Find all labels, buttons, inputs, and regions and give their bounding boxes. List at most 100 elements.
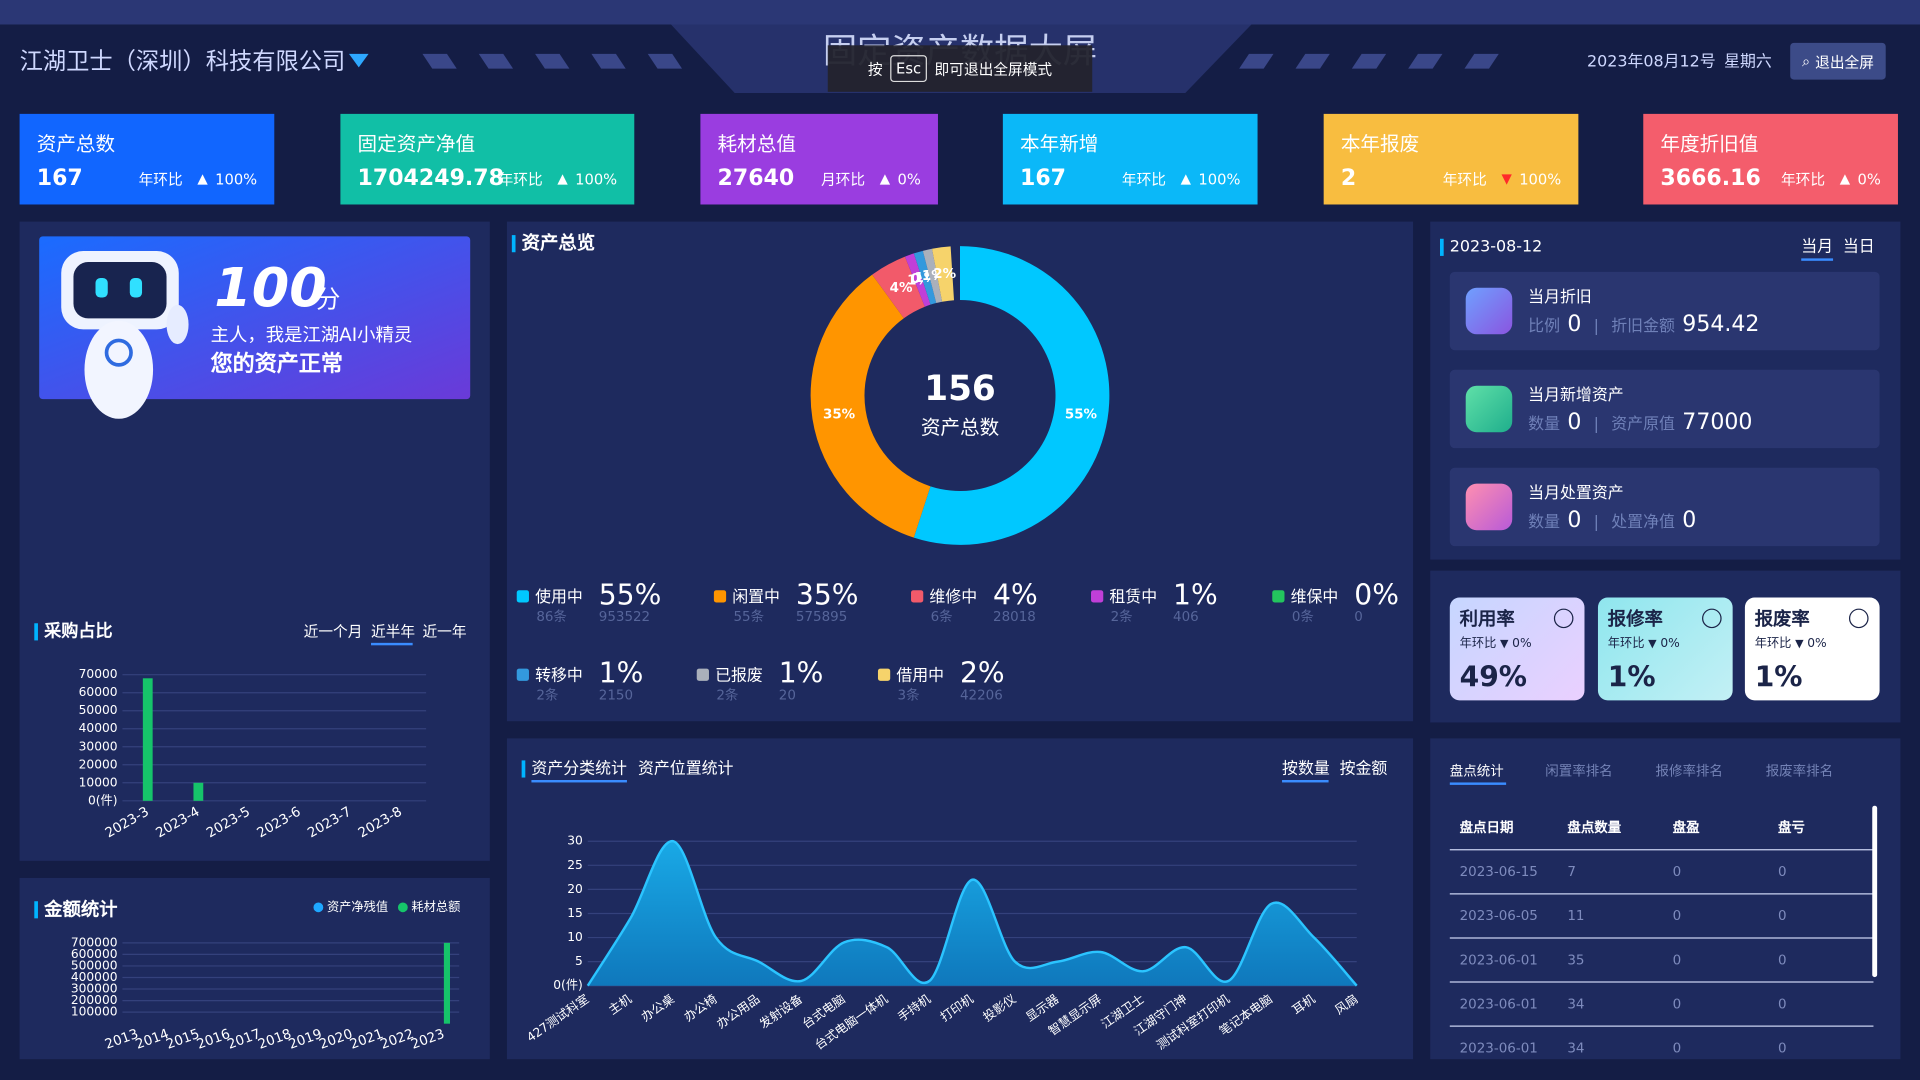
table-cell: 0 <box>1777 907 1787 924</box>
x-tick-label: 办公桌 <box>638 991 677 1024</box>
legend-amount: 2150 <box>599 689 633 704</box>
kpi-compare-label: 年环比 <box>1442 170 1487 188</box>
y-tick-label: 50000 <box>79 703 118 717</box>
rate-change: 0% <box>1512 637 1532 651</box>
donut-total: 156 <box>924 369 996 409</box>
legend-swatch <box>516 668 529 681</box>
legend-amount: 20 <box>779 689 796 704</box>
legend-percent: 1% <box>1173 578 1218 611</box>
legend-count: 6条 <box>931 608 953 625</box>
x-tick-label: 办公用品 <box>714 991 763 1031</box>
kpi-value: 27640 <box>717 165 795 192</box>
rate-value: 1% <box>1607 661 1656 694</box>
purchase-title: 采购占比 <box>44 622 113 642</box>
legend-name: 使用中 <box>535 587 583 606</box>
legend-count: 2条 <box>716 687 738 704</box>
y-tick-label: 200000 <box>71 993 118 1007</box>
purchase-tab: 近一个月 <box>303 623 363 641</box>
esc-post: 即可退出全屏模式 <box>934 60 1053 78</box>
deco <box>1239 53 1274 69</box>
kpi-value: 167 <box>36 165 83 192</box>
kpi-compare-label: 年环比 <box>1780 170 1826 188</box>
month-tab: 当日 <box>1842 238 1875 257</box>
kpi-compare: 年环比 ▼ 100% <box>1443 168 1562 189</box>
y-tick-label: 300000 <box>71 982 118 996</box>
category-tab: 资产位置统计 <box>637 759 734 779</box>
deco <box>647 53 683 69</box>
inventory-tab: 盘点统计 <box>1449 763 1504 780</box>
kpi-label: 本年报废 <box>1340 132 1420 156</box>
stat-icon <box>1465 287 1513 335</box>
kpi-card <box>1002 113 1258 205</box>
kpi-change: 100% <box>215 170 258 188</box>
kpi-label: 年度折旧值 <box>1660 132 1759 156</box>
overview-title: 资产总览 <box>521 232 596 255</box>
kpi-change: 100% <box>1198 170 1241 188</box>
x-tick-label: 打印机 <box>938 992 976 1025</box>
kpi-value: 1704249.78 <box>357 165 504 192</box>
kpi-card <box>1323 113 1579 205</box>
table-cell: 0 <box>1672 996 1682 1013</box>
table-cell: 2023-06-15 <box>1459 863 1538 880</box>
stat-value: 954.42 <box>1682 311 1760 338</box>
rate-change: 0% <box>1807 637 1827 651</box>
y-tick-label: 5 <box>575 954 583 968</box>
panel <box>506 221 1414 722</box>
robot-unit: 分 <box>315 284 341 314</box>
donut-total-label: 资产总数 <box>921 416 1000 439</box>
stat-value: 77000 <box>1682 409 1753 436</box>
robot-arm <box>166 304 189 345</box>
y-tick-label: 25 <box>567 858 583 872</box>
segment-label: 55% <box>1065 408 1098 423</box>
kpi-arrow: ▲ <box>557 170 568 187</box>
exit-label: 退出全屏 <box>1815 53 1874 71</box>
donut-segment <box>932 246 955 302</box>
table-cell: 0 <box>1672 1040 1682 1057</box>
rate-compare: 年环比 ▼ 0% <box>1755 632 1827 650</box>
stat-values: 数量 0 | 资产原值 77000 <box>1528 410 1752 436</box>
stat-values: 比例 0 | 折旧金额 954.42 <box>1528 312 1759 338</box>
stat-key: 处置净值 <box>1611 513 1675 533</box>
inventory-tab: 报废率排名 <box>1765 763 1834 780</box>
deco <box>1464 53 1499 69</box>
x-tick-label: 2023-5 <box>204 805 253 842</box>
kpi-card <box>1643 113 1898 205</box>
x-tick-label: 2023 <box>409 1027 446 1053</box>
legend-percent: 2% <box>960 657 1005 690</box>
rate-arrow: ▼ <box>1500 638 1509 651</box>
area-line <box>586 840 1358 987</box>
kpi-compare-label: 年环比 <box>498 170 543 188</box>
stat-value: 0 <box>1567 507 1582 534</box>
title-marker <box>521 760 526 778</box>
x-tick-label: 2023-6 <box>255 805 304 842</box>
title-marker <box>34 623 38 641</box>
segment-label: 2% <box>933 267 956 282</box>
table-header: 盘亏 <box>1777 819 1805 836</box>
x-tick-label: 2023-4 <box>154 805 203 842</box>
legend-amount: 575895 <box>796 610 847 625</box>
purchase-tab: 近半年 <box>371 623 416 641</box>
x-tick-label: 测试科室打印机 <box>1154 991 1233 1052</box>
y-tick-label: 500000 <box>71 958 118 972</box>
donut-segment <box>872 256 925 319</box>
stat-sep: | <box>1593 415 1600 435</box>
table-cell: 2023-06-01 <box>1459 996 1538 1013</box>
table-cell: 35 <box>1567 952 1585 968</box>
stat-key: 资产原值 <box>1611 415 1675 435</box>
dropdown-icon <box>348 53 369 68</box>
stat-value: 0 <box>1567 409 1582 436</box>
tab-underline <box>371 642 413 646</box>
stat-card <box>1449 467 1880 547</box>
robot-body <box>84 320 154 419</box>
stat-sep: | <box>1593 513 1600 533</box>
table-cell: 0 <box>1672 863 1682 880</box>
legend-amount: 42206 <box>960 689 1003 704</box>
legend-amount: 953522 <box>599 610 650 625</box>
legend-percent: 1% <box>779 657 824 690</box>
stat-value: 0 <box>1567 311 1582 338</box>
donut-segment <box>905 253 931 307</box>
esc-pre: 按 <box>867 60 883 78</box>
legend-swatch <box>713 590 727 603</box>
exit-button[interactable]: ⌕ 退出全屏 <box>1790 42 1886 80</box>
